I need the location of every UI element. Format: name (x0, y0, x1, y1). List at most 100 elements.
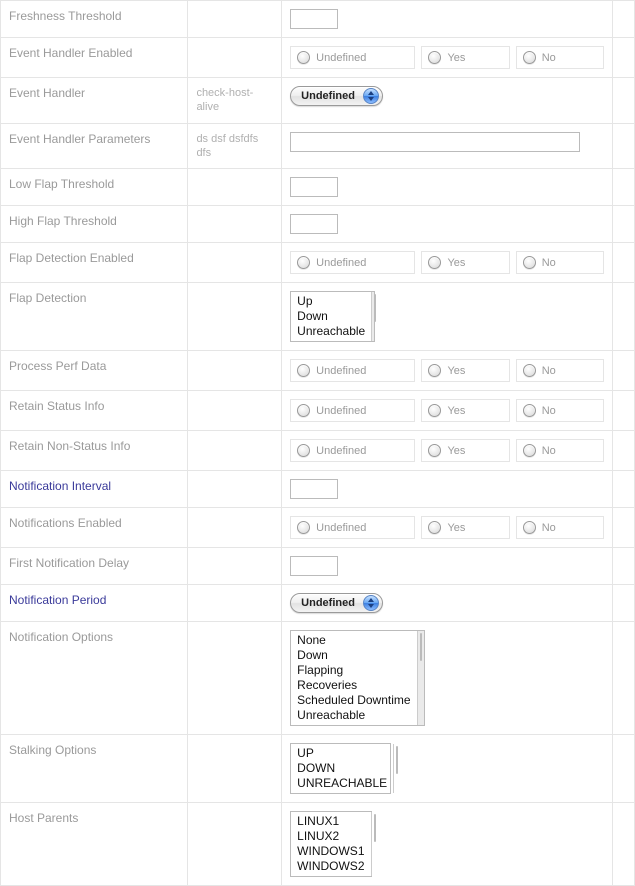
low-flap-input[interactable] (290, 177, 338, 197)
label-event-handler-params: Event Handler Parameters (1, 123, 188, 169)
scrollbar-thumb[interactable] (374, 294, 376, 322)
radio-yes[interactable]: Yes (421, 439, 509, 462)
mid-empty (188, 1, 282, 38)
label-notif-options: Notification Options (1, 622, 188, 735)
scrollbar[interactable] (393, 744, 394, 793)
notif-enabled-radio: Undefined Yes No (290, 516, 604, 539)
first-notif-delay-input[interactable] (290, 556, 338, 576)
flap-detection-enabled-radio: Undefined Yes No (290, 251, 604, 274)
list-item[interactable]: Down (297, 648, 410, 663)
radio-undefined[interactable]: Undefined (290, 399, 415, 422)
event-handler-select[interactable]: Undefined (290, 86, 383, 106)
radio-icon (428, 444, 441, 457)
radio-icon (523, 404, 536, 417)
event-handler-enabled-radio: Undefined Yes No (290, 46, 604, 69)
scrollbar[interactable] (371, 292, 374, 341)
list-item[interactable]: LINUX2 (297, 829, 364, 844)
flap-detection-list[interactable]: UpDownUnreachable (290, 291, 375, 342)
scrollbar[interactable] (417, 631, 425, 725)
radio-undefined[interactable]: Undefined (290, 46, 415, 69)
scrollbar-thumb[interactable] (374, 814, 376, 842)
process-perf-radio: Undefined Yes No (290, 359, 604, 382)
label-notif-period: Notification Period (1, 585, 188, 622)
label-retain-status: Retain Status Info (1, 391, 188, 431)
mid-event-handler-params: ds dsf dsfdfs dfs (188, 123, 282, 169)
radio-undefined[interactable]: Undefined (290, 359, 415, 382)
notif-options-list[interactable]: NoneDownFlappingRecoveriesScheduled Down… (290, 630, 425, 726)
high-flap-input[interactable] (290, 214, 338, 234)
listbox-items: LINUX1LINUX2WINDOWS1WINDOWS2 (291, 812, 370, 876)
label-process-perf: Process Perf Data (1, 351, 188, 391)
radio-undefined[interactable]: Undefined (290, 516, 415, 539)
listbox-items: UpDownUnreachable (291, 292, 371, 341)
radio-undefined[interactable]: Undefined (290, 439, 415, 462)
radio-yes[interactable]: Yes (421, 46, 509, 69)
radio-no[interactable]: No (516, 251, 604, 274)
listbox-items: NoneDownFlappingRecoveriesScheduled Down… (291, 631, 416, 725)
list-item[interactable]: Unreachable (297, 324, 365, 339)
radio-icon (297, 444, 310, 457)
radio-icon (523, 444, 536, 457)
label-notif-enabled: Notifications Enabled (1, 508, 188, 548)
label-host-parents: Host Parents (1, 803, 188, 886)
radio-no[interactable]: No (516, 359, 604, 382)
label-high-flap: High Flap Threshold (1, 206, 188, 243)
radio-yes[interactable]: Yes (421, 251, 509, 274)
radio-icon (297, 404, 310, 417)
list-item[interactable]: Down (297, 309, 365, 324)
radio-icon (297, 256, 310, 269)
notif-interval-input[interactable] (290, 479, 338, 499)
label-notif-interval: Notification Interval (1, 471, 188, 508)
list-item[interactable]: LINUX1 (297, 814, 364, 829)
list-item[interactable]: Recoveries (297, 678, 410, 693)
radio-no[interactable]: No (516, 439, 604, 462)
radio-yes[interactable]: Yes (421, 516, 509, 539)
label-freshness-threshold: Freshness Threshold (1, 1, 188, 38)
list-item[interactable]: Scheduled Downtime (297, 693, 410, 708)
listbox-items: UPDOWNUNREACHABLE (291, 744, 393, 793)
retain-nonstatus-radio: Undefined Yes No (290, 439, 604, 462)
notif-period-select[interactable]: Undefined (290, 593, 383, 613)
list-item[interactable]: Up (297, 294, 365, 309)
list-item[interactable]: DOWN (297, 761, 387, 776)
list-item[interactable]: Flapping (297, 663, 410, 678)
radio-no[interactable]: No (516, 46, 604, 69)
chevron-updown-icon (363, 88, 379, 104)
radio-icon (428, 404, 441, 417)
label-retain-nonstatus: Retain Non-Status Info (1, 431, 188, 471)
radio-yes[interactable]: Yes (421, 359, 509, 382)
mid-event-handler: check-host-alive (188, 78, 282, 124)
list-item[interactable]: UP (297, 746, 387, 761)
radio-no[interactable]: No (516, 516, 604, 539)
scrollbar-thumb[interactable] (396, 746, 398, 774)
stalking-options-list[interactable]: UPDOWNUNREACHABLE (290, 743, 391, 794)
retain-status-radio: Undefined Yes No (290, 399, 604, 422)
radio-icon (523, 521, 536, 534)
list-item[interactable]: Unreachable (297, 708, 410, 723)
radio-icon (428, 521, 441, 534)
select-value: Undefined (301, 90, 355, 102)
list-item[interactable]: WINDOWS1 (297, 844, 364, 859)
radio-icon (428, 256, 441, 269)
list-item[interactable]: WINDOWS2 (297, 859, 364, 874)
select-value: Undefined (301, 597, 355, 609)
chevron-updown-icon (363, 595, 379, 611)
radio-no[interactable]: No (516, 399, 604, 422)
radio-icon (523, 364, 536, 377)
label-first-notif-delay: First Notification Delay (1, 548, 188, 585)
label-flap-detection: Flap Detection (1, 283, 188, 351)
event-handler-params-input[interactable] (290, 132, 580, 152)
list-item[interactable]: UNREACHABLE (297, 776, 387, 791)
label-low-flap: Low Flap Threshold (1, 169, 188, 206)
scrollbar-thumb[interactable] (420, 633, 423, 661)
list-item[interactable]: None (297, 633, 410, 648)
host-parents-list[interactable]: LINUX1LINUX2WINDOWS1WINDOWS2 (290, 811, 372, 877)
label-stalking-options: Stalking Options (1, 735, 188, 803)
radio-undefined[interactable]: Undefined (290, 251, 415, 274)
label-flap-detection-enabled: Flap Detection Enabled (1, 243, 188, 283)
config-table: Freshness Threshold Event Handler Enable… (0, 0, 635, 886)
radio-icon (523, 51, 536, 64)
scrollbar[interactable] (371, 812, 372, 876)
freshness-threshold-input[interactable] (290, 9, 338, 29)
radio-yes[interactable]: Yes (421, 399, 509, 422)
